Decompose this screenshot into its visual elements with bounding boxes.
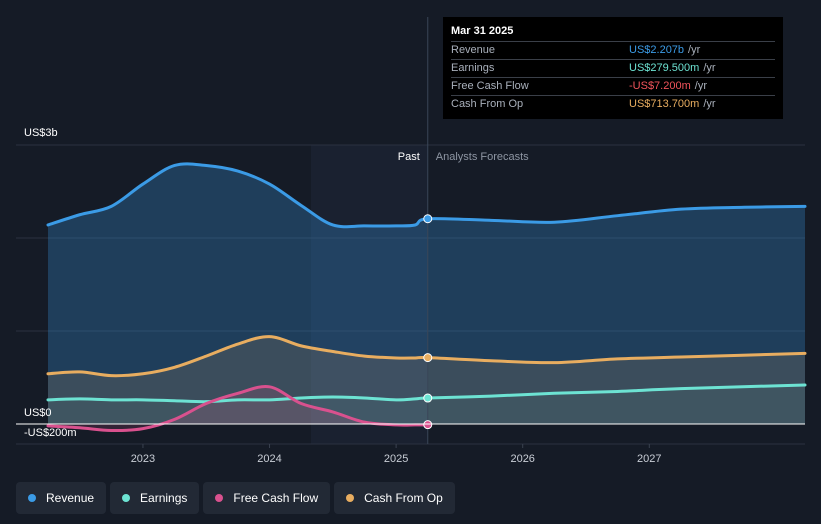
legend-dot-icon — [122, 494, 131, 502]
tooltip-row-free-cash-flow: Free Cash Flow -US$7.200m /yr — [451, 77, 775, 95]
legend-item-revenue[interactable]: Revenue — [16, 482, 107, 514]
tooltip-value: -US$7.200m — [629, 80, 691, 92]
x-tick-label: 2024 — [257, 453, 281, 465]
x-tick-label: 2025 — [384, 453, 408, 465]
legend-item-cash-from-op[interactable]: Cash From Op — [334, 482, 455, 514]
earnings-line — [46, 383, 807, 404]
x-axis-ticks: 2023 2024 2025 2026 2027 — [131, 444, 662, 465]
tooltip-label: Cash From Op — [451, 98, 524, 110]
legend-dot-icon — [28, 494, 36, 502]
tooltip-row-revenue: Revenue US$2.207b /yr — [451, 41, 775, 59]
tooltip-value: US$2.207b — [629, 44, 685, 56]
x-tick-label: 2023 — [131, 453, 155, 465]
cash-from-op-marker[interactable] — [423, 353, 433, 363]
forecast-label: Analysts Forecasts — [436, 151, 529, 163]
past-label: Past — [398, 151, 420, 163]
revenue-line — [46, 162, 807, 229]
earnings-marker[interactable] — [423, 393, 433, 403]
x-tick-label: 2027 — [637, 453, 661, 465]
cash-from-op-area — [48, 336, 805, 424]
past-shade — [311, 145, 428, 444]
free-cash-flow-marker[interactable] — [423, 420, 433, 430]
series-markers — [423, 214, 433, 430]
tooltip-unit: /yr — [688, 44, 701, 56]
legend-label: Earnings — [140, 491, 188, 505]
tooltip-row-earnings: Earnings US$279.500m /yr — [451, 59, 775, 77]
tooltip-unit: /yr — [703, 98, 716, 110]
legend-label: Revenue — [46, 491, 95, 505]
y-axis-label-max: US$3b — [24, 127, 58, 139]
free-cash-flow-line — [46, 384, 430, 433]
tooltip-value: US$279.500m — [629, 62, 700, 74]
free-cash-flow-area — [48, 386, 428, 431]
tooltip-label: Earnings — [451, 62, 495, 74]
tooltip: Mar 31 2025 Revenue US$2.207b /yr Earnin… — [443, 17, 783, 119]
legend-label: Free Cash Flow — [233, 491, 319, 505]
tooltip-label: Revenue — [451, 44, 496, 56]
x-tick-label: 2026 — [510, 453, 534, 465]
tooltip-unit: /yr — [694, 80, 707, 92]
tooltip-date: Mar 31 2025 — [451, 25, 514, 37]
tooltip-label: Free Cash Flow — [451, 80, 529, 92]
legend-dot-icon — [346, 494, 355, 502]
gridlines — [16, 144, 805, 445]
tooltip-row-cash-from-op: Cash From Op US$713.700m /yr — [451, 95, 775, 113]
cash-from-op-line — [46, 335, 807, 378]
legend-dot-icon — [215, 494, 224, 502]
tooltip-value: US$713.700m — [629, 98, 700, 110]
earnings-area — [48, 384, 805, 424]
tooltip-unit: /yr — [703, 62, 716, 74]
y-axis-label-negative: -US$200m — [24, 427, 77, 439]
legend: Revenue Earnings Free Cash Flow Cash Fro… — [16, 482, 455, 514]
revenue-marker[interactable] — [423, 214, 433, 224]
legend-label: Cash From Op — [364, 491, 443, 505]
y-axis-label-zero: US$0 — [24, 407, 52, 419]
legend-item-earnings[interactable]: Earnings — [110, 482, 200, 514]
legend-item-free-cash-flow[interactable]: Free Cash Flow — [203, 482, 331, 514]
series-lines — [46, 162, 807, 433]
